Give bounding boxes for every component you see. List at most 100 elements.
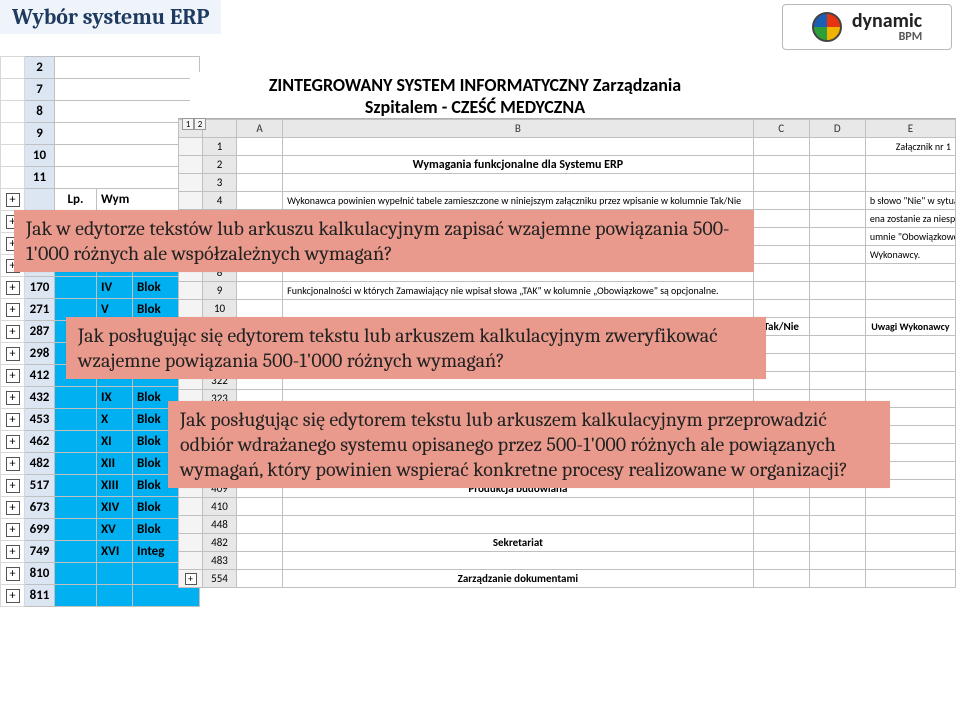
row-number: 2 [25,57,55,79]
cell-num [55,541,97,563]
doc-title-line2: Szpitalem - CZEŚĆ MEDYCZNA [194,96,756,118]
row-number: 554 [203,570,237,588]
expand-button[interactable]: + [1,409,25,431]
expand-button[interactable]: + [1,431,25,453]
row-number: 10 [25,145,55,167]
logo-sub: BPM [852,31,922,43]
row-number: 410 [203,498,237,516]
doc-title: ZINTEGROWANY SYSTEM INFORMATYCZNY Zarząd… [190,72,760,120]
row-number: 699 [25,519,55,541]
cell-num [55,409,97,431]
tail-text [865,264,955,282]
row-number: 8 [25,101,55,123]
col-C[interactable]: C [753,120,809,138]
outline-level-1[interactable]: 1 [182,118,194,130]
section-name [283,516,754,534]
section-name [283,498,754,516]
cell-rom [97,563,133,585]
row-number: 432 [25,387,55,409]
cell-num [55,585,97,607]
cell [55,57,200,79]
cell-num [55,453,97,475]
row-number: 462 [25,431,55,453]
expand-button[interactable]: + [1,519,25,541]
col-A[interactable]: A [237,120,283,138]
cell-rom: XVI [97,541,133,563]
outline-cell [1,79,25,101]
expand-button[interactable]: + [1,365,25,387]
row-number: 9 [25,123,55,145]
row-number: 11 [25,167,55,189]
outline-cell [1,167,25,189]
col-D[interactable]: D [809,120,865,138]
cell-num [55,431,97,453]
cell-num [55,497,97,519]
expand-button[interactable]: + [1,497,25,519]
logo-icon [812,12,842,42]
cell [55,79,200,101]
expand-button[interactable]: + [1,475,25,497]
row-number: 749 [25,541,55,563]
row-number: 7 [25,79,55,101]
section-name [283,552,754,570]
outline-cell [1,101,25,123]
cell-rom: XV [97,519,133,541]
expand-button[interactable]: + [1,343,25,365]
section-name: Sekretariat [283,534,754,552]
expand-button[interactable] [179,498,203,516]
cell-rom: XIII [97,475,133,497]
outline-level-2[interactable]: 2 [194,118,206,130]
expand-button[interactable]: + [1,453,25,475]
expand-button[interactable] [179,534,203,552]
row9-text: Funkcjonalności w których Zamawiający ni… [283,282,754,300]
sheet-title: Wymagania funkcjonalne dla Systemu ERP [283,156,754,174]
expand-button[interactable] [179,552,203,570]
cell-rom [97,585,133,607]
cell-num [55,387,97,409]
tail-text: Wykonawcy. [865,246,955,264]
cell-rom: XII [97,453,133,475]
cell-rom: XIV [97,497,133,519]
col-B[interactable]: B [283,120,754,138]
expand-button[interactable]: + [1,541,25,563]
callout-3: Jak posługując się edytorem tekstu lub a… [168,401,890,488]
instruction-text: Wykonawca powinien wypełnić tabele zamie… [283,192,754,210]
expand-button[interactable]: + [1,585,25,607]
expand-button[interactable]: + [1,387,25,409]
row-number: 287 [25,321,55,343]
row-number: 298 [25,343,55,365]
logo-main: dynamic [852,11,922,31]
row-number: 673 [25,497,55,519]
cell-num [55,277,97,299]
expand-button[interactable]: + [179,570,203,588]
doc-title-line1: ZINTEGROWANY SYSTEM INFORMATYCZNY Zarząd… [194,74,756,96]
col-uwagi: Uwagi Wykonawcy [865,318,955,336]
logo-text: dynamic BPM [852,11,922,43]
page-title: Wybór systemu ERP [0,0,221,34]
expand-button[interactable]: + [1,277,25,299]
tail-text: ena zostanie za niespełnienie [865,210,955,228]
tail-text: umnie "Obowiązkowe" [865,228,955,246]
outline-level-buttons[interactable]: 1 2 [182,118,206,130]
expand-button[interactable]: + [1,299,25,321]
annex-label: Załącznik nr 1 [865,138,955,156]
expand-button[interactable]: + [1,321,25,343]
outline-cell [1,145,25,167]
row-number: 483 [203,552,237,570]
cell-num [55,475,97,497]
col-E[interactable]: E [865,120,955,138]
row-number: 517 [25,475,55,497]
cell-rom: IV [97,277,133,299]
expand-button[interactable]: + [1,563,25,585]
row-number: 810 [25,563,55,585]
section-name: Zarządzanie dokumentami [283,570,754,588]
row-number: 811 [25,585,55,607]
col-lp: Lp. [55,189,97,211]
callout-2: Jak posługując się edytorem tekstu lub a… [66,317,766,379]
row-number: 453 [25,409,55,431]
expand-button[interactable] [179,516,203,534]
row-number: 271 [25,299,55,321]
cell-rom: XI [97,431,133,453]
cell-num [55,519,97,541]
expand-button[interactable]: + [1,189,25,211]
